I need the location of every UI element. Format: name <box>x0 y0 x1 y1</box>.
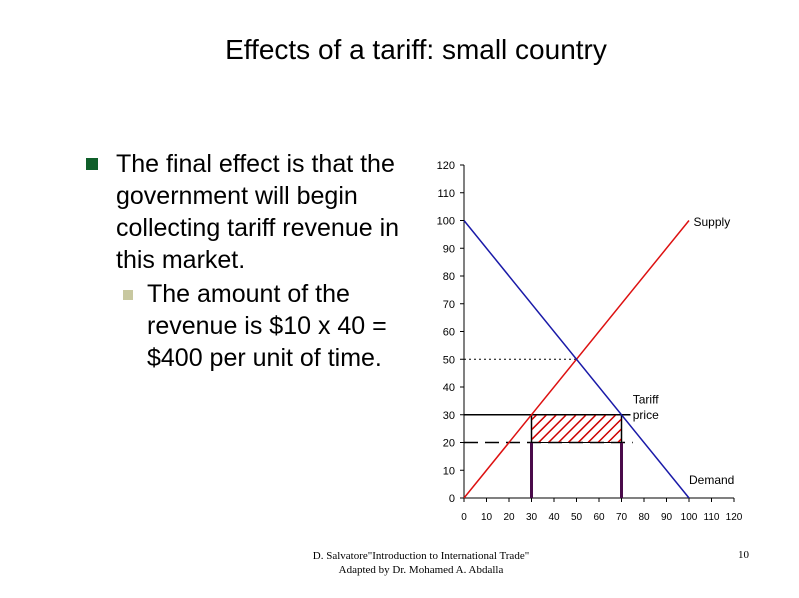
footer-line-2: Adapted by Dr. Mohamed A. Abdalla <box>338 564 504 576</box>
x-tick-label: 90 <box>661 512 673 523</box>
y-tick-label: 60 <box>443 327 455 339</box>
tariff-price-label-line2: price <box>633 408 659 422</box>
y-tick-label: 50 <box>443 354 455 366</box>
demand-curve <box>463 220 690 499</box>
x-tick-label: 120 <box>726 512 743 523</box>
bullet-item: The final effect is that the government … <box>86 148 406 276</box>
y-tick-label: 100 <box>437 216 455 228</box>
sub-bullet-text: The amount of the revenue is $10 x 40 = … <box>147 280 387 372</box>
footer-credit: D. Salvatore"Introduction to Internation… <box>286 549 556 577</box>
x-tick-label: 30 <box>526 512 538 523</box>
bullet-marker-icon <box>86 158 98 170</box>
x-tick-label: 0 <box>461 512 467 523</box>
x-tick-label: 100 <box>681 512 698 523</box>
sub-bullet-item: The amount of the revenue is $10 x 40 = … <box>86 278 406 374</box>
y-tick-label: 80 <box>443 271 455 283</box>
y-tick-label: 20 <box>443 438 455 450</box>
y-tick-label: 40 <box>443 382 455 394</box>
slide-title: Effects of a tariff: small country <box>225 34 607 65</box>
x-tick-label: 110 <box>704 512 720 523</box>
x-tick-label: 10 <box>481 512 493 523</box>
tariff-price-label: Tariff <box>633 393 659 407</box>
y-tick-label: 90 <box>443 243 455 255</box>
page-number: 10 <box>738 549 749 561</box>
demand-label: Demand <box>689 473 734 487</box>
y-tick-label: 120 <box>437 160 455 172</box>
y-tick-label: 30 <box>443 410 455 422</box>
y-tick-label: 10 <box>443 465 455 477</box>
x-tick-label: 40 <box>548 512 560 523</box>
y-tick-label: 0 <box>449 493 455 505</box>
footer-line-1: D. Salvatore"Introduction to Internation… <box>312 550 530 562</box>
tariff-revenue-area <box>531 414 622 443</box>
bullet-list: The final effect is that the government … <box>86 148 406 374</box>
bullet-text: The final effect is that the government … <box>116 150 400 274</box>
sub-bullet-marker-icon <box>123 290 133 300</box>
x-tick-label: 70 <box>616 512 628 523</box>
x-tick-label: 20 <box>503 512 515 523</box>
x-tick-label: 60 <box>593 512 605 523</box>
y-tick-label: 70 <box>443 299 455 311</box>
y-tick-label: 110 <box>437 188 455 200</box>
x-tick-label: 80 <box>638 512 650 523</box>
x-tick-label: 50 <box>571 512 583 523</box>
supply-label: Supply <box>694 215 731 229</box>
chart-ticks: 0 10 20 30 40 50 60 70 80 90 100 110 120 0 10 20 30 40 50 6… <box>437 160 743 523</box>
